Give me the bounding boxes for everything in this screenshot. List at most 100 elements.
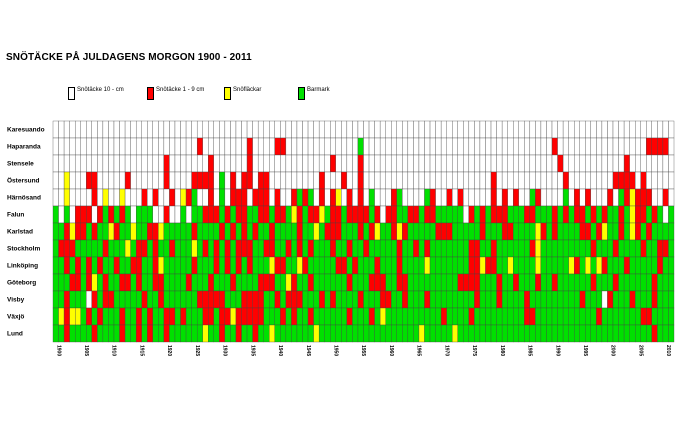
heatmap-cell [108, 120, 115, 139]
heatmap-cell [130, 256, 137, 275]
heatmap-cell [551, 137, 558, 156]
heatmap-cell [102, 256, 109, 275]
heatmap-cell [668, 137, 675, 156]
heatmap-cell [63, 120, 70, 139]
heatmap-cell [147, 273, 153, 292]
heatmap-cell [507, 324, 514, 343]
heatmap-cell [368, 222, 375, 241]
heatmap-cell [246, 290, 253, 309]
heatmap-cell [518, 324, 525, 343]
heatmap-cell [457, 188, 464, 207]
heatmap-cell [440, 188, 447, 207]
heatmap-cell [318, 222, 325, 241]
heatmap-cell [629, 171, 636, 190]
heatmap-cell [241, 171, 248, 190]
heatmap-cell [174, 290, 181, 309]
heatmap-cell [274, 171, 281, 190]
heatmap-cell [379, 137, 386, 156]
heatmap-cell [413, 307, 420, 326]
heatmap-cell [435, 324, 442, 343]
heatmap-cell [296, 171, 303, 190]
heatmap-cell [490, 222, 497, 241]
station-label: Växjö [7, 314, 24, 321]
heatmap-cell [52, 171, 59, 190]
heatmap-cell [113, 256, 120, 275]
heatmap-cell [302, 137, 309, 156]
heatmap-cell [296, 256, 303, 275]
heatmap-cell [507, 120, 514, 139]
heatmap-cell [335, 188, 342, 207]
year-tick-label: 2010 [665, 345, 671, 356]
heatmap-cell [374, 256, 381, 275]
heatmap-cell [102, 290, 109, 309]
heatmap-cell [69, 239, 76, 258]
heatmap-cell [180, 239, 187, 258]
heatmap-cell [646, 154, 652, 173]
legend-label: Snötäcke 1 - 9 cm [156, 87, 205, 93]
heatmap-cell [97, 273, 104, 292]
heatmap-cell [341, 239, 348, 258]
heatmap-cell [152, 154, 159, 173]
heatmap-cell [158, 154, 165, 173]
heatmap-cell [468, 188, 475, 207]
heatmap-cell [540, 256, 547, 275]
heatmap-cell [374, 307, 381, 326]
heatmap-cell [274, 290, 281, 309]
heatmap-cell [496, 171, 503, 190]
heatmap-cell [169, 120, 176, 139]
heatmap-cell [418, 324, 425, 343]
heatmap-cell [185, 273, 192, 292]
heatmap-cell [646, 188, 652, 207]
heatmap-cell [119, 256, 126, 275]
heatmap-cell [69, 137, 76, 156]
heatmap-cell [185, 171, 192, 190]
heatmap-cell [230, 137, 237, 156]
heatmap-cell [291, 256, 298, 275]
heatmap-cell [562, 188, 569, 207]
heatmap-cell [280, 256, 287, 275]
heatmap-cell [579, 171, 586, 190]
heatmap-cell [185, 205, 192, 224]
heatmap-cell [490, 205, 497, 224]
heatmap-cell [424, 290, 431, 309]
heatmap-cell [623, 188, 630, 207]
heatmap-cell [374, 154, 381, 173]
heatmap-cell [69, 256, 76, 275]
heatmap-cell [402, 222, 409, 241]
heatmap-cell [551, 188, 558, 207]
heatmap-cell [479, 205, 486, 224]
heatmap-cell [379, 120, 386, 139]
heatmap-cell [374, 137, 381, 156]
heatmap-cell [86, 307, 92, 326]
heatmap-cell [75, 256, 81, 275]
heatmap-cell [452, 205, 458, 224]
heatmap-cell [257, 120, 264, 139]
heatmap-cell [235, 290, 242, 309]
heatmap-cell [607, 290, 614, 309]
heatmap-cell [213, 290, 220, 309]
heatmap-cell [562, 324, 569, 343]
heatmap-cell [147, 188, 153, 207]
heatmap-cell [629, 222, 636, 241]
heatmap-cell [80, 188, 87, 207]
heatmap-cell [224, 307, 231, 326]
heatmap-cell [213, 137, 220, 156]
heatmap-cell [274, 324, 281, 343]
heatmap-cell [219, 137, 226, 156]
heatmap-cell [596, 137, 603, 156]
year-tick-label: 1905 [83, 345, 89, 356]
heatmap-cell [513, 307, 519, 326]
heatmap-cell [63, 256, 70, 275]
heatmap-cell [601, 137, 608, 156]
heatmap-cell [213, 171, 220, 190]
heatmap-cell [269, 307, 275, 326]
heatmap-cell [529, 120, 536, 139]
heatmap-cell [191, 205, 198, 224]
heatmap-cell [69, 290, 76, 309]
heatmap-cell [662, 171, 669, 190]
heatmap-cell [596, 171, 603, 190]
heatmap-cell [113, 324, 120, 343]
heatmap-cell [579, 290, 586, 309]
heatmap-cell [174, 324, 181, 343]
heatmap-cell [97, 154, 104, 173]
